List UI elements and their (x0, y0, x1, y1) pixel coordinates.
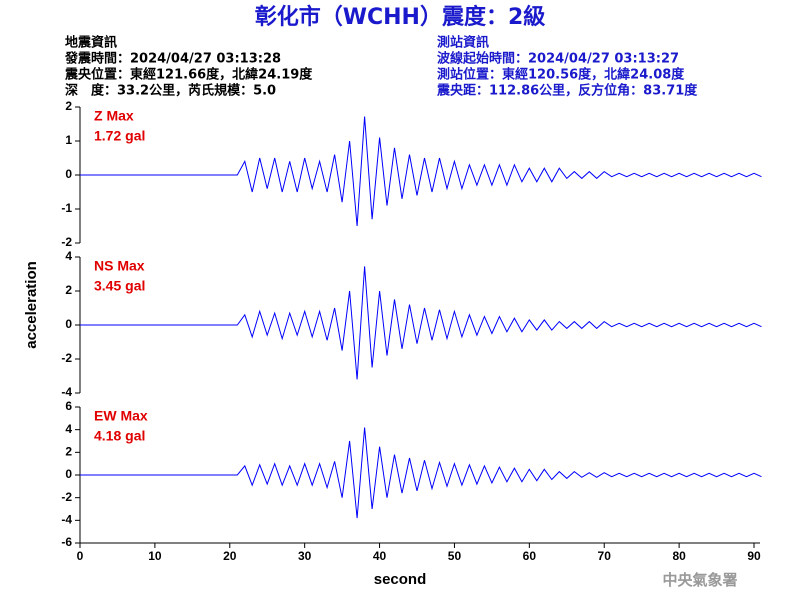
y-tick-label: -2 (61, 235, 72, 249)
x-tick-label: 10 (148, 549, 162, 563)
annotation: Z Max (94, 108, 134, 124)
y-tick-label: 2 (65, 99, 72, 113)
x-tick-label: 30 (298, 549, 312, 563)
waveform (80, 266, 762, 380)
y-tick-label: 0 (65, 467, 72, 481)
x-axis-label: second (374, 571, 427, 588)
x-tick-label: 20 (223, 549, 237, 563)
x-tick-label: 60 (523, 549, 537, 563)
y-tick-label: 4 (65, 249, 72, 263)
x-tick-label: 0 (77, 549, 84, 563)
x-tick-label: 50 (448, 549, 462, 563)
waveform (80, 427, 762, 519)
info-line: 波線起始時間：2024/04/27 03:13:27 (437, 51, 679, 67)
x-tick-label: 70 (598, 549, 612, 563)
y-tick-label: -2 (61, 351, 72, 365)
info-line: 震央位置：東經121.66度，北緯24.19度 (64, 67, 313, 83)
y-tick-label: 0 (65, 167, 72, 181)
x-tick-label: 80 (672, 549, 686, 563)
annotation: EW Max (94, 408, 148, 424)
y-tick-label: 2 (65, 283, 72, 297)
annotation: NS Max (94, 258, 145, 274)
y-tick-label: -4 (61, 385, 72, 399)
y-axis-label: acceleration (23, 261, 40, 349)
chart-title: 彰化市（WCHH）震度：2級 (255, 4, 546, 30)
annotation: 3.45 gal (94, 278, 145, 294)
y-tick-label: 0 (65, 317, 72, 331)
y-tick-label: -1 (61, 201, 72, 215)
y-tick-label: 2 (65, 445, 72, 459)
x-tick-label: 90 (747, 549, 761, 563)
info-line: 深 度：33.2公里，芮氏規模：5.0 (65, 83, 276, 99)
waveform (80, 116, 762, 227)
info-line: 測站位置：東經120.56度，北緯24.08度 (437, 67, 685, 83)
annotation: 1.72 gal (94, 128, 145, 144)
info-line: 測站資訊 (437, 35, 489, 51)
y-tick-label: -4 (61, 513, 72, 527)
x-tick-label: 40 (373, 549, 387, 563)
info-line: 震央距：112.86公里，反方位角：83.71度 (436, 83, 698, 99)
footer: 中央氣象署 (662, 571, 737, 589)
y-tick-label: 6 (65, 399, 72, 413)
info-line: 地震資訊 (65, 35, 117, 51)
info-line: 發震時間：2024/04/27 03:13:28 (64, 51, 281, 67)
annotation: 4.18 gal (94, 428, 145, 444)
y-tick-label: 1 (65, 133, 72, 147)
y-tick-label: -2 (61, 490, 72, 504)
y-tick-label: 4 (65, 422, 72, 436)
y-tick-label: -6 (61, 535, 72, 549)
